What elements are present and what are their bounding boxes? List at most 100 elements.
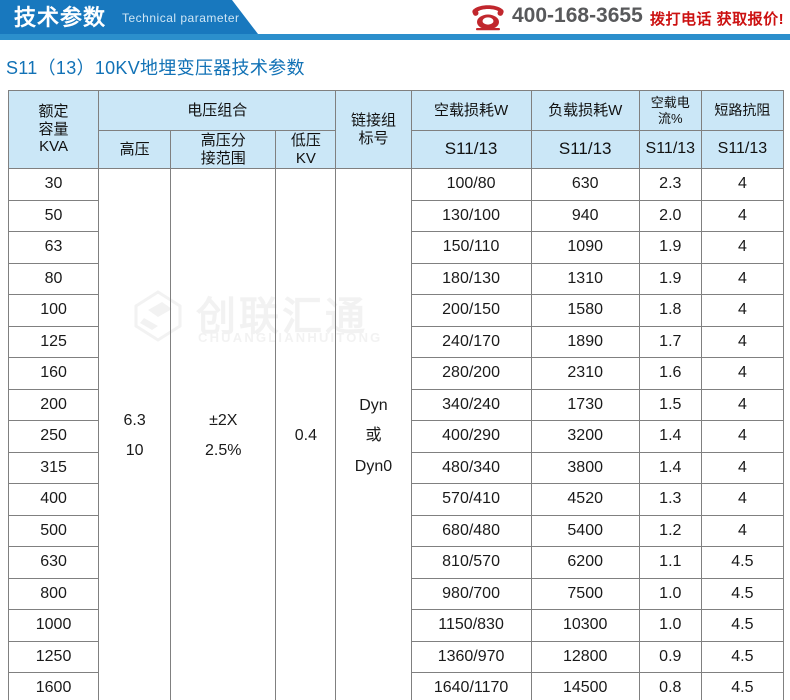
- table-row: 80 180/130 1310 1.9 4: [7, 262, 785, 295]
- cell-impedance: 4: [700, 294, 785, 327]
- th-model-load-loss: S11/13: [530, 130, 640, 169]
- cell-no-load-current: 1.9: [638, 231, 702, 264]
- cell-rated-capacity: 400: [7, 483, 100, 516]
- cell-load-loss: 12800: [530, 640, 640, 673]
- cell-impedance: 4: [700, 262, 785, 295]
- cell-no-load-current: 1.8: [638, 294, 702, 327]
- cell-no-load-loss: 810/570: [410, 546, 532, 579]
- cell-rated-capacity: 80: [7, 262, 100, 295]
- spec-table-wrap: 额定 容量 KVA 电压组合 链接组 标号 空载损耗W 负载损耗W 空载电流% …: [7, 90, 785, 700]
- telephone-icon: [472, 5, 504, 31]
- cell-load-loss: 1890: [530, 325, 640, 358]
- cell-impedance: 4: [700, 168, 785, 201]
- th-voltage-combination: 电压组合: [98, 90, 337, 131]
- cell-impedance: 4.5: [700, 546, 785, 579]
- table-row: 100 200/150 1580 1.8 4: [7, 294, 785, 327]
- table-row: 500 680/480 5400 1.2 4: [7, 514, 785, 547]
- table-row: 250 400/290 3200 1.4 4: [7, 420, 785, 453]
- phone-number[interactable]: 400-168-3655: [512, 4, 643, 27]
- cell-no-load-loss: 240/170: [410, 325, 532, 358]
- cell-load-loss: 3800: [530, 451, 640, 484]
- th-model-impedance: S11/13: [700, 130, 785, 169]
- cell-load-loss: 6200: [530, 546, 640, 579]
- cell-connection-group-l2: 或: [365, 427, 382, 444]
- cell-no-load-loss: 100/80: [410, 168, 532, 201]
- table-row: 160 280/200 2310 1.6 4: [7, 357, 785, 390]
- cell-rated-capacity: 630: [7, 546, 100, 579]
- cell-load-loss: 630: [530, 168, 640, 201]
- cell-impedance: 4: [700, 357, 785, 390]
- cell-load-loss: 1090: [530, 231, 640, 264]
- cell-hv-tap-range-l1: ±2X: [209, 411, 238, 429]
- cell-no-load-current: 1.0: [638, 577, 702, 610]
- cell-rated-capacity: 125: [7, 325, 100, 358]
- th-connection-group-l1: 链接组: [350, 111, 396, 129]
- cell-no-load-loss: 400/290: [410, 420, 532, 453]
- th-high-voltage: 高压: [98, 130, 172, 169]
- cell-high-voltage-l2: 10: [125, 442, 144, 460]
- cell-no-load-loss: 1150/830: [410, 609, 532, 642]
- cell-impedance: 4: [700, 420, 785, 453]
- cell-load-loss: 10300: [530, 609, 640, 642]
- cell-low-voltage: 0.4: [275, 168, 337, 700]
- cell-load-loss: 1580: [530, 294, 640, 327]
- cell-rated-capacity: 315: [7, 451, 100, 484]
- cell-impedance: 4: [700, 514, 785, 547]
- call-for-quote-text: 拨打电话 获取报价!: [650, 11, 785, 28]
- table-body: 30 6.3 10 ±2X 2.5% 0.4 Dyn 或 Dyn0 100/80 630 2.3 4 50…: [7, 168, 785, 700]
- cell-impedance: 4: [700, 325, 785, 358]
- cell-no-load-current: 1.4: [638, 451, 702, 484]
- table-row: 800 980/700 7500 1.0 4.5: [7, 577, 785, 610]
- th-rated-capacity-l2: 容量: [38, 120, 69, 138]
- th-connection-group-l2: 标号: [358, 129, 389, 147]
- cell-load-loss: 4520: [530, 483, 640, 516]
- cell-no-load-loss: 180/130: [410, 262, 532, 295]
- cell-rated-capacity: 800: [7, 577, 100, 610]
- cell-no-load-current: 0.8: [638, 672, 702, 700]
- cell-no-load-loss: 280/200: [410, 357, 532, 390]
- cell-rated-capacity: 200: [7, 388, 100, 421]
- cell-high-voltage: 6.3 10: [98, 168, 172, 700]
- cell-no-load-loss: 980/700: [410, 577, 532, 610]
- cell-no-load-current: 0.9: [638, 640, 702, 673]
- cell-rated-capacity: 30: [7, 168, 100, 201]
- cell-impedance: 4.5: [700, 640, 785, 673]
- banner-underline-bar: [0, 34, 790, 40]
- page-title: S11（13）10KV地埋变压器技术参数: [6, 58, 305, 78]
- banner-title-chinese: 技术参数: [14, 5, 107, 30]
- cell-load-loss: 3200: [530, 420, 640, 453]
- banner-blue-shape: [0, 0, 258, 34]
- cell-no-load-current: 1.7: [638, 325, 702, 358]
- cell-connection-group-l1: Dyn: [359, 396, 388, 414]
- cell-no-load-current: 2.3: [638, 168, 702, 201]
- cell-hv-tap-range-l2: 2.5%: [205, 442, 242, 460]
- cell-impedance: 4.5: [700, 609, 785, 642]
- cell-no-load-loss: 150/110: [410, 231, 532, 264]
- cell-no-load-current: 1.4: [638, 420, 702, 453]
- table-row: 30 6.3 10 ±2X 2.5% 0.4 Dyn 或 Dyn0 100/80 630 2.3 4: [7, 168, 785, 700]
- table-row: 1600 1640/1170 14500 0.8 4.5: [7, 672, 785, 700]
- cell-impedance: 4: [700, 388, 785, 421]
- cell-no-load-current: 2.0: [638, 199, 702, 232]
- cell-rated-capacity: 1250: [7, 640, 100, 673]
- cell-connection-group-l3: Dyn0: [354, 457, 393, 475]
- cell-no-load-loss: 480/340: [410, 451, 532, 484]
- th-no-load-current: 空载电流%: [638, 90, 702, 131]
- th-no-load-loss: 空载损耗W: [410, 90, 532, 131]
- table-row: 1000 1150/830 10300 1.0 4.5: [7, 609, 785, 642]
- cell-no-load-loss: 340/240: [410, 388, 532, 421]
- cell-no-load-current: 1.6: [638, 357, 702, 390]
- th-model-no-load-current: S11/13: [638, 130, 702, 169]
- cell-impedance: 4: [700, 483, 785, 516]
- th-short-circuit-impedance: 短路抗阻: [700, 90, 785, 131]
- cell-rated-capacity: 63: [7, 231, 100, 264]
- cell-impedance: 4: [700, 451, 785, 484]
- cell-no-load-current: 1.3: [638, 483, 702, 516]
- cell-no-load-current: 1.0: [638, 609, 702, 642]
- th-load-loss: 负载损耗W: [530, 90, 640, 131]
- cell-no-load-loss: 570/410: [410, 483, 532, 516]
- cell-impedance: 4: [700, 199, 785, 232]
- cell-impedance: 4.5: [700, 672, 785, 700]
- cell-rated-capacity: 160: [7, 357, 100, 390]
